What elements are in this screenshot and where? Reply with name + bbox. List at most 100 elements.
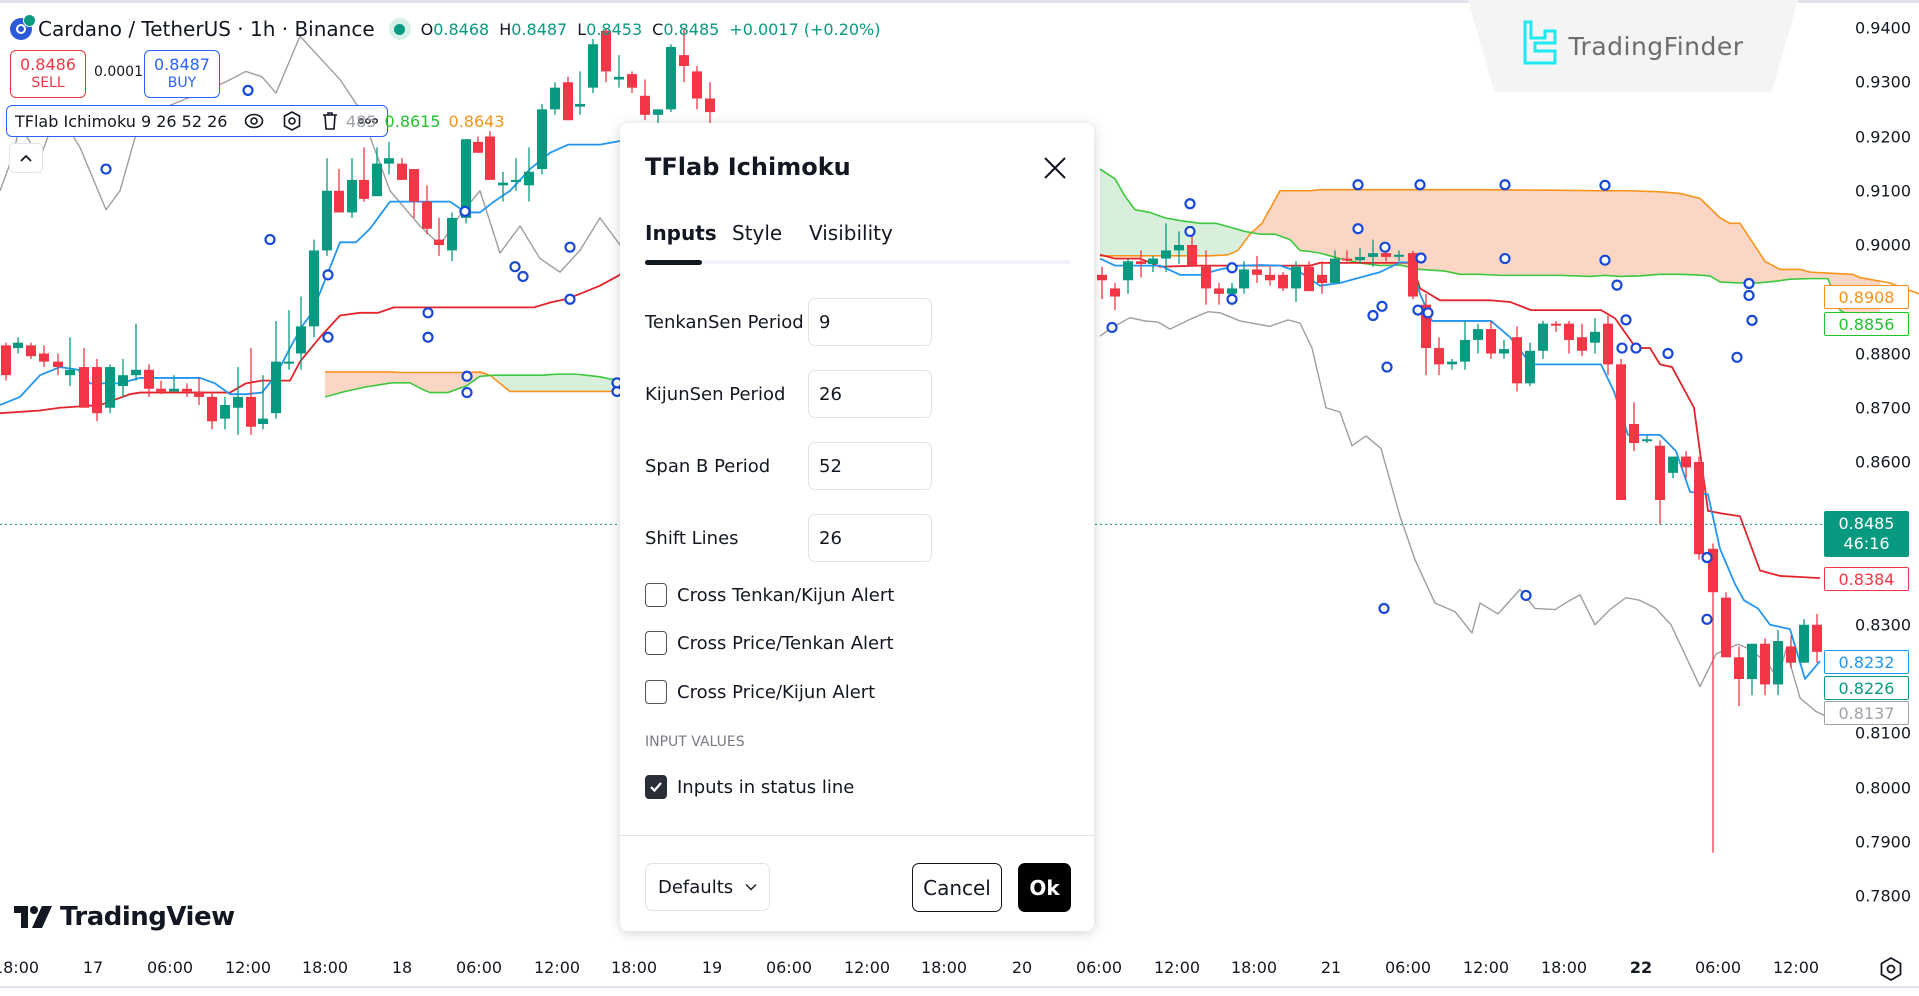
time-tick: 18:00 <box>1540 958 1588 977</box>
price-label: 0.8908 <box>1824 285 1909 309</box>
time-tick: 06:00 <box>146 958 194 977</box>
buy-price: 0.8487 <box>154 55 210 74</box>
price-axis[interactable]: 0.9400 0.9300 0.9200 0.9100 0.9000 0.8800 0.87… <box>1822 0 1919 950</box>
spread-value: 0.0001 <box>94 64 143 80</box>
price-tick: 0.8700 <box>1855 398 1911 418</box>
defaults-label: Defaults <box>658 876 734 898</box>
time-tick: 18:00 <box>920 958 968 977</box>
defaults-dropdown[interactable]: Defaults <box>645 863 770 911</box>
price-tick: 0.8100 <box>1855 723 1911 743</box>
checkbox-box[interactable] <box>645 680 667 704</box>
trash-icon[interactable] <box>319 110 341 132</box>
price-tick: 0.7900 <box>1855 832 1911 852</box>
tab-track <box>645 260 1070 264</box>
time-tick: 06:00 <box>1694 958 1742 977</box>
tenkansen-period-input[interactable] <box>808 298 932 346</box>
dialog-tabs: Inputs Style Visibility <box>645 221 1070 265</box>
time-tick: 12:00 <box>1772 958 1820 977</box>
time-tick: 12:00 <box>1462 958 1510 977</box>
more-icon[interactable] <box>357 110 379 132</box>
time-axis[interactable]: 18:00 17 06:00 12:00 18:00 18 06:00 12:00 18:00 1… <box>0 950 1919 994</box>
chart-settings-icon[interactable] <box>1878 956 1904 982</box>
cross-tenkan-kijun-alert-checkbox[interactable]: Cross Tenkan/Kijun Alert <box>645 583 894 607</box>
kijunsen-period-input[interactable] <box>808 370 932 418</box>
time-tick: 06:00 <box>765 958 813 977</box>
time-tick: 12:00 <box>843 958 891 977</box>
price-tick: 0.9400 <box>1855 18 1911 38</box>
time-tick: 12:00 <box>224 958 272 977</box>
time-tick: 06:00 <box>455 958 503 977</box>
close-icon[interactable] <box>1040 153 1070 183</box>
kijunsen-period-label: KijunSen Period <box>645 383 786 405</box>
span-b-period-label: Span B Period <box>645 455 771 477</box>
cancel-button[interactable]: Cancel <box>912 863 1002 912</box>
eye-icon[interactable] <box>243 110 265 132</box>
tab-visibility[interactable]: Visibility <box>809 221 893 245</box>
indicator-legend[interactable]: TFlab Ichimoku 9 26 52 26 <box>6 105 389 137</box>
sell-button[interactable]: 0.8486 SELL <box>10 50 86 98</box>
settings-icon[interactable] <box>281 110 303 132</box>
cross-price-tenkan-alert-checkbox[interactable]: Cross Price/Tenkan Alert <box>645 631 894 655</box>
indicator-value-span-b: 0.8643 <box>448 112 505 131</box>
time-tick: 17 <box>82 958 104 977</box>
price-tick: 0.8600 <box>1855 452 1911 472</box>
checkbox-label: Cross Tenkan/Kijun Alert <box>677 584 895 606</box>
time-tick: 06:00 <box>1075 958 1123 977</box>
checkbox-box[interactable] <box>645 631 667 655</box>
checkbox-box-checked[interactable] <box>645 775 667 799</box>
time-tick: 18 <box>391 958 413 977</box>
checkbox-label: Cross Price/Tenkan Alert <box>677 632 894 654</box>
price-tick: 0.8300 <box>1855 615 1911 635</box>
signal-markers <box>100 84 1854 668</box>
ohlc-low-value: 0.8453 <box>586 19 643 39</box>
tradingfinder-watermark: TradingFinder <box>1468 0 1798 92</box>
current-price-value: 0.8485 <box>1838 514 1895 534</box>
indicator-value-chikou: 485 <box>346 112 377 131</box>
tab-style[interactable]: Style <box>732 221 783 245</box>
bar-countdown: 46:16 <box>1843 534 1890 554</box>
time-tick: 20 <box>1011 958 1033 977</box>
collapse-legend-button[interactable] <box>9 143 43 173</box>
checkbox-box[interactable] <box>645 583 667 607</box>
tenkansen-period-label: TenkanSen Period <box>645 311 804 333</box>
ohlc-open-key: O <box>420 19 434 39</box>
span-b-period-input[interactable] <box>808 442 932 490</box>
current-price-label: 0.8485 46:16 <box>1824 511 1909 558</box>
cardano-coin-icon <box>10 14 36 40</box>
price-label: 0.8226 <box>1824 676 1909 700</box>
market-open-icon <box>388 18 411 40</box>
buy-button[interactable]: 0.8487 BUY <box>144 50 220 98</box>
tradingfinder-brand: TradingFinder <box>1568 31 1744 61</box>
ohlc-close-key: C <box>652 19 664 39</box>
tradingview-logo[interactable]: TradingView <box>14 902 235 932</box>
bottom-border <box>0 986 1919 988</box>
indicator-values: 485 0.8615 0.8643 <box>346 112 505 131</box>
time-tick: 12:00 <box>533 958 581 977</box>
time-tick: 22 <box>1629 958 1653 977</box>
ok-button[interactable]: Ok <box>1018 863 1071 912</box>
ohlc-open-value: 0.8468 <box>433 19 490 39</box>
price-tick: 0.8000 <box>1855 778 1911 797</box>
symbol-title[interactable]: Cardano / TetherUS · 1h · Binance <box>38 17 375 41</box>
chevron-up-icon <box>20 154 32 162</box>
chevron-down-icon <box>745 884 757 891</box>
tradingview-logo-icon <box>14 906 52 928</box>
candles <box>1 28 1822 853</box>
price-change: +0.0017 (+0.20%) <box>729 19 881 39</box>
indicator-value-span-a: 0.8615 <box>384 112 441 131</box>
field-kijunsen-period: KijunSen Period <box>645 369 1065 419</box>
tab-inputs[interactable]: Inputs <box>645 221 717 245</box>
sell-label: SELL <box>31 75 65 91</box>
indicator-name[interactable]: TFlab Ichimoku 9 26 52 26 <box>15 111 228 131</box>
time-tick: 18:00 <box>0 958 40 977</box>
price-tick: 0.7800 <box>1855 886 1911 906</box>
symbol-header[interactable]: Cardano / TetherUS · 1h · Binance O0.846… <box>10 14 881 44</box>
cross-price-kijun-alert-checkbox[interactable]: Cross Price/Kijun Alert <box>645 680 875 704</box>
time-tick: 18:00 <box>301 958 349 977</box>
shift-lines-input[interactable] <box>808 514 932 562</box>
price-tick: 0.9000 <box>1855 235 1911 255</box>
inputs-in-status-line-checkbox[interactable]: Inputs in status line <box>645 775 854 799</box>
price-label: 0.8384 <box>1824 567 1909 592</box>
price-label: 0.8232 <box>1824 650 1909 674</box>
ohlc-values: O0.8468 H0.8487 L0.8453 C0.8485 +0.0017 … <box>421 20 881 39</box>
